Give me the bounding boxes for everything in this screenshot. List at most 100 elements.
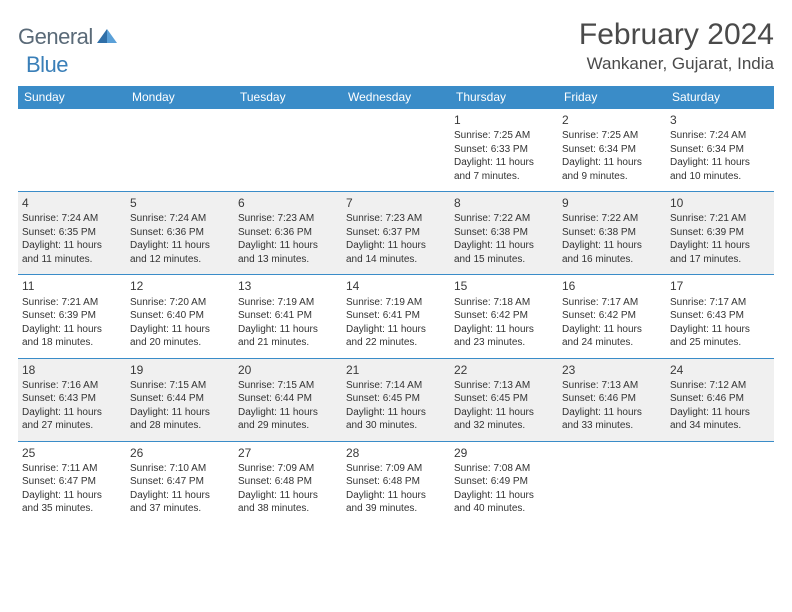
sunset-line: Sunset: 6:38 PM	[562, 226, 662, 240]
day-number: 8	[454, 195, 554, 211]
sunset-line: Sunset: 6:35 PM	[22, 226, 122, 240]
sunrise-line: Sunrise: 7:15 AM	[130, 379, 230, 393]
daylight-line-1: Daylight: 11 hours	[238, 239, 338, 253]
daylight-line-1: Daylight: 11 hours	[454, 406, 554, 420]
sunrise-line: Sunrise: 7:19 AM	[346, 296, 446, 310]
col-thursday: Thursday	[450, 86, 558, 109]
sunset-line: Sunset: 6:40 PM	[130, 309, 230, 323]
daylight-line-2: and 37 minutes.	[130, 502, 230, 516]
calendar-day-cell: 28Sunrise: 7:09 AMSunset: 6:48 PMDayligh…	[342, 441, 450, 524]
calendar-body: 1Sunrise: 7:25 AMSunset: 6:33 PMDaylight…	[18, 109, 774, 524]
daylight-line-2: and 23 minutes.	[454, 336, 554, 350]
sunset-line: Sunset: 6:45 PM	[346, 392, 446, 406]
day-number: 24	[670, 362, 770, 378]
sunset-line: Sunset: 6:39 PM	[22, 309, 122, 323]
logo: General	[18, 18, 119, 50]
calendar-day-cell: 12Sunrise: 7:20 AMSunset: 6:40 PMDayligh…	[126, 275, 234, 358]
daylight-line-1: Daylight: 11 hours	[670, 406, 770, 420]
sunrise-line: Sunrise: 7:17 AM	[670, 296, 770, 310]
daylight-line-1: Daylight: 11 hours	[454, 239, 554, 253]
sunset-line: Sunset: 6:44 PM	[130, 392, 230, 406]
sunset-line: Sunset: 6:37 PM	[346, 226, 446, 240]
sunrise-line: Sunrise: 7:10 AM	[130, 462, 230, 476]
daylight-line-1: Daylight: 11 hours	[454, 323, 554, 337]
sunrise-line: Sunrise: 7:22 AM	[454, 212, 554, 226]
calendar-header-row: Sunday Monday Tuesday Wednesday Thursday…	[18, 86, 774, 109]
daylight-line-1: Daylight: 11 hours	[454, 156, 554, 170]
sunset-line: Sunset: 6:43 PM	[22, 392, 122, 406]
sunset-line: Sunset: 6:44 PM	[238, 392, 338, 406]
daylight-line-1: Daylight: 11 hours	[130, 323, 230, 337]
sunrise-line: Sunrise: 7:23 AM	[346, 212, 446, 226]
calendar-day-cell: 14Sunrise: 7:19 AMSunset: 6:41 PMDayligh…	[342, 275, 450, 358]
sunrise-line: Sunrise: 7:13 AM	[454, 379, 554, 393]
calendar-day-cell: 26Sunrise: 7:10 AMSunset: 6:47 PMDayligh…	[126, 441, 234, 524]
sunset-line: Sunset: 6:46 PM	[562, 392, 662, 406]
calendar-day-cell: 23Sunrise: 7:13 AMSunset: 6:46 PMDayligh…	[558, 358, 666, 441]
daylight-line-1: Daylight: 11 hours	[238, 323, 338, 337]
sunset-line: Sunset: 6:36 PM	[238, 226, 338, 240]
daylight-line-1: Daylight: 11 hours	[130, 406, 230, 420]
sunset-line: Sunset: 6:45 PM	[454, 392, 554, 406]
daylight-line-2: and 10 minutes.	[670, 170, 770, 184]
day-number: 22	[454, 362, 554, 378]
daylight-line-2: and 11 minutes.	[22, 253, 122, 267]
daylight-line-2: and 17 minutes.	[670, 253, 770, 267]
location-subtitle: Wankaner, Gujarat, India	[579, 54, 774, 74]
col-monday: Monday	[126, 86, 234, 109]
sunset-line: Sunset: 6:34 PM	[562, 143, 662, 157]
day-number: 7	[346, 195, 446, 211]
daylight-line-1: Daylight: 11 hours	[22, 239, 122, 253]
day-number: 1	[454, 112, 554, 128]
day-number: 5	[130, 195, 230, 211]
calendar-day-cell	[666, 441, 774, 524]
calendar-day-cell: 1Sunrise: 7:25 AMSunset: 6:33 PMDaylight…	[450, 109, 558, 192]
calendar-table: Sunday Monday Tuesday Wednesday Thursday…	[18, 86, 774, 524]
daylight-line-1: Daylight: 11 hours	[454, 489, 554, 503]
sunset-line: Sunset: 6:34 PM	[670, 143, 770, 157]
day-number: 2	[562, 112, 662, 128]
day-number: 14	[346, 278, 446, 294]
day-number: 18	[22, 362, 122, 378]
sunrise-line: Sunrise: 7:24 AM	[22, 212, 122, 226]
day-number: 20	[238, 362, 338, 378]
daylight-line-2: and 7 minutes.	[454, 170, 554, 184]
calendar-day-cell: 29Sunrise: 7:08 AMSunset: 6:49 PMDayligh…	[450, 441, 558, 524]
day-number: 16	[562, 278, 662, 294]
sunset-line: Sunset: 6:36 PM	[130, 226, 230, 240]
sunrise-line: Sunrise: 7:20 AM	[130, 296, 230, 310]
logo-text-1: General	[18, 24, 93, 50]
calendar-day-cell: 8Sunrise: 7:22 AMSunset: 6:38 PMDaylight…	[450, 192, 558, 275]
sunrise-line: Sunrise: 7:09 AM	[346, 462, 446, 476]
day-number: 13	[238, 278, 338, 294]
day-number: 23	[562, 362, 662, 378]
day-number: 11	[22, 278, 122, 294]
calendar-week-row: 4Sunrise: 7:24 AMSunset: 6:35 PMDaylight…	[18, 192, 774, 275]
calendar-day-cell: 4Sunrise: 7:24 AMSunset: 6:35 PMDaylight…	[18, 192, 126, 275]
day-number: 9	[562, 195, 662, 211]
daylight-line-1: Daylight: 11 hours	[562, 323, 662, 337]
calendar-day-cell: 11Sunrise: 7:21 AMSunset: 6:39 PMDayligh…	[18, 275, 126, 358]
daylight-line-1: Daylight: 11 hours	[670, 323, 770, 337]
sunrise-line: Sunrise: 7:16 AM	[22, 379, 122, 393]
daylight-line-1: Daylight: 11 hours	[562, 239, 662, 253]
daylight-line-2: and 38 minutes.	[238, 502, 338, 516]
title-block: February 2024 Wankaner, Gujarat, India	[579, 18, 774, 74]
daylight-line-2: and 32 minutes.	[454, 419, 554, 433]
calendar-day-cell: 20Sunrise: 7:15 AMSunset: 6:44 PMDayligh…	[234, 358, 342, 441]
daylight-line-1: Daylight: 11 hours	[346, 406, 446, 420]
day-number: 29	[454, 445, 554, 461]
sunrise-line: Sunrise: 7:08 AM	[454, 462, 554, 476]
daylight-line-1: Daylight: 11 hours	[238, 489, 338, 503]
calendar-day-cell	[18, 109, 126, 192]
daylight-line-2: and 13 minutes.	[238, 253, 338, 267]
day-number: 26	[130, 445, 230, 461]
calendar-day-cell	[126, 109, 234, 192]
daylight-line-2: and 18 minutes.	[22, 336, 122, 350]
sunrise-line: Sunrise: 7:17 AM	[562, 296, 662, 310]
daylight-line-2: and 34 minutes.	[670, 419, 770, 433]
calendar-day-cell: 17Sunrise: 7:17 AMSunset: 6:43 PMDayligh…	[666, 275, 774, 358]
calendar-day-cell: 15Sunrise: 7:18 AMSunset: 6:42 PMDayligh…	[450, 275, 558, 358]
daylight-line-1: Daylight: 11 hours	[670, 156, 770, 170]
sunrise-line: Sunrise: 7:12 AM	[670, 379, 770, 393]
